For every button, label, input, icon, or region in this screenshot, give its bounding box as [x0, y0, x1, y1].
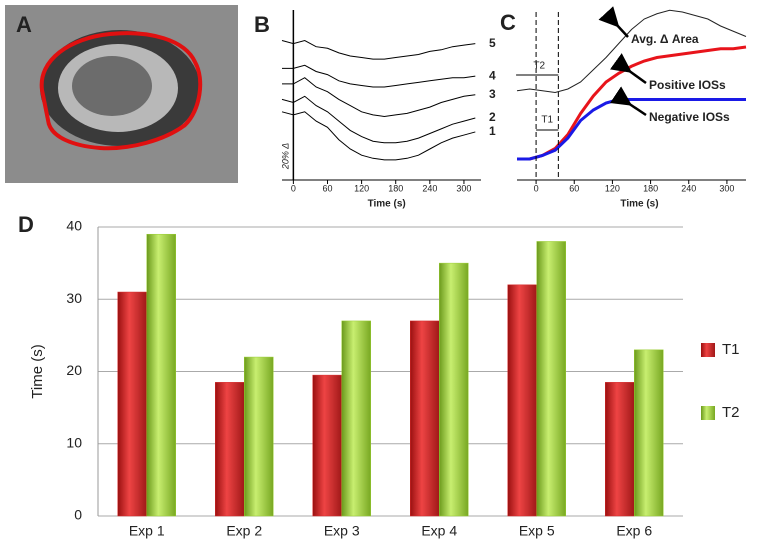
legend-label: 4	[489, 68, 496, 82]
legend-arrow	[598, 6, 629, 38]
legend-swatch	[701, 343, 715, 357]
x-tick-label: 120	[605, 183, 620, 193]
bar	[605, 382, 635, 517]
bar	[146, 233, 176, 517]
cell-image	[5, 5, 238, 183]
x-tick-label: 0	[291, 183, 296, 193]
bar	[439, 262, 469, 517]
panel-label: D	[18, 212, 34, 237]
legend-label: 3	[489, 87, 496, 101]
bar	[507, 284, 537, 517]
bar	[536, 241, 566, 517]
x-tick-label: Exp 5	[519, 523, 555, 539]
x-tick-label: Exp 2	[226, 523, 262, 539]
legend-swatch	[701, 406, 715, 420]
y-tick-label: 30	[66, 290, 82, 306]
legend-label: 5	[489, 36, 496, 50]
x-tick-label: 240	[422, 183, 437, 193]
panel-label: A	[16, 12, 32, 37]
legend-arrow	[609, 86, 647, 117]
y-tick-label: 10	[66, 434, 82, 450]
legend-arrow	[609, 53, 647, 85]
bar	[244, 356, 274, 517]
series-line	[516, 9, 747, 94]
legend-label: 1	[489, 124, 496, 138]
x-tick-label: Exp 3	[324, 523, 360, 539]
bar	[410, 320, 440, 517]
x-tick-label: Exp 1	[129, 523, 165, 539]
legend-label: T2	[722, 404, 740, 421]
legend-label: 2	[489, 110, 496, 124]
x-tick-label: 120	[354, 183, 369, 193]
annotation: T2	[533, 61, 545, 72]
y-tick-label: 0	[74, 507, 82, 523]
bar	[341, 320, 371, 517]
bar	[634, 349, 664, 517]
legend-label: Negative IOSs	[649, 110, 730, 124]
x-tick-label: 60	[569, 183, 579, 193]
x-tick-label: 0	[534, 183, 539, 193]
series-line	[282, 64, 476, 88]
y-tick-label: 40	[66, 218, 82, 234]
bar	[117, 291, 147, 517]
scale-label: 20% Δ	[280, 143, 290, 170]
legend-label: T1	[722, 341, 740, 358]
x-axis-label: Time (s)	[368, 199, 406, 210]
panel-label: C	[500, 10, 516, 35]
series-line	[281, 95, 476, 144]
annotation: T1	[541, 115, 553, 126]
x-tick-label: 240	[681, 183, 696, 193]
series-line	[282, 77, 476, 117]
x-tick-label: 180	[388, 183, 403, 193]
x-tick-label: 180	[643, 183, 658, 193]
series-line	[281, 111, 476, 161]
x-tick-label: 60	[322, 183, 332, 193]
panel-label: B	[254, 12, 270, 37]
series-line	[281, 39, 476, 60]
x-tick-label: Exp 6	[616, 523, 652, 539]
series-line	[517, 45, 747, 161]
bar	[215, 382, 245, 517]
legend-label: Avg. Δ Area	[631, 32, 699, 46]
y-tick-label: 20	[66, 362, 82, 378]
x-tick-label: 300	[456, 183, 471, 193]
y-axis-label: Time (s)	[29, 344, 46, 398]
x-axis-label: Time (s)	[620, 199, 658, 210]
x-tick-label: Exp 4	[421, 523, 457, 539]
x-tick-label: 300	[719, 183, 734, 193]
legend-label: Positive IOSs	[649, 78, 726, 92]
bar	[312, 374, 342, 517]
